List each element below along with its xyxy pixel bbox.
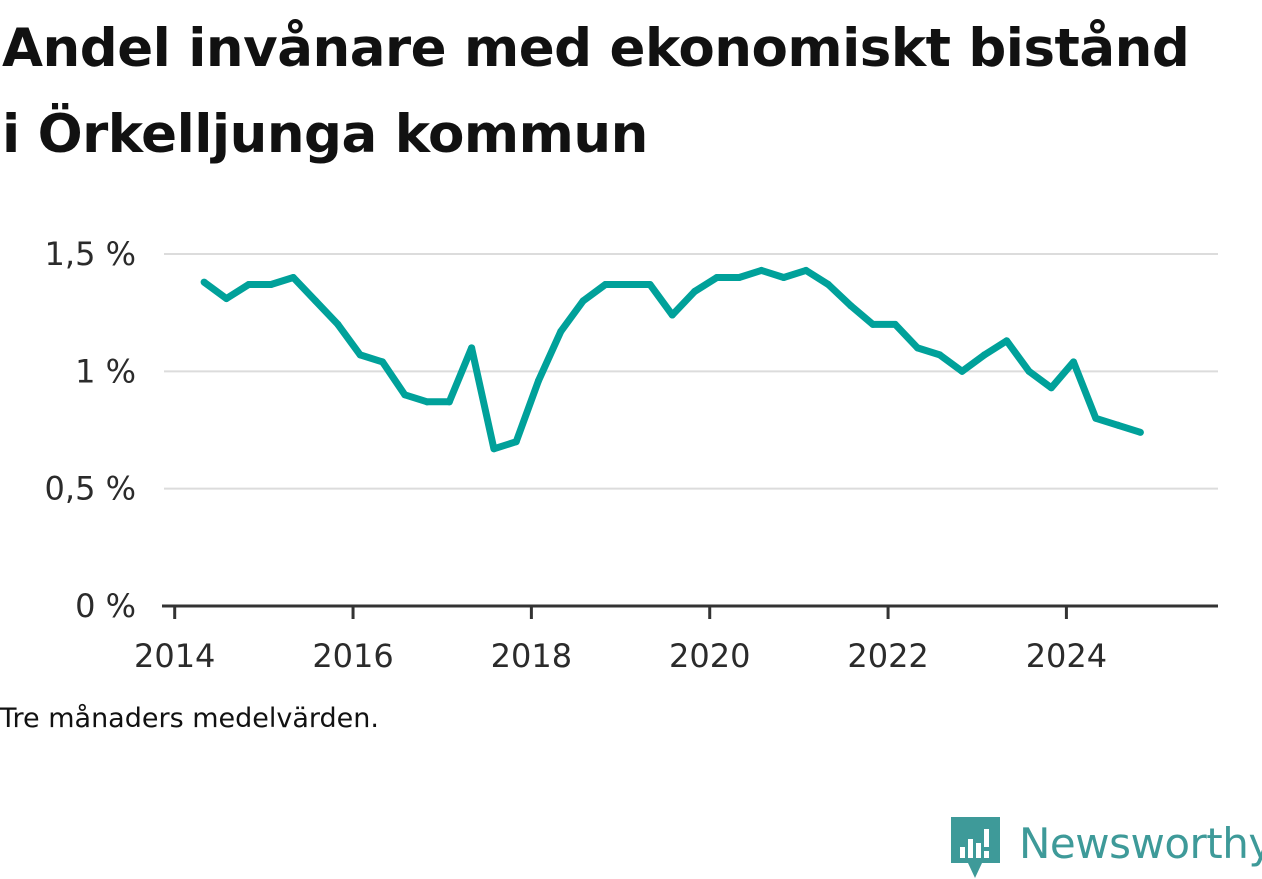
- data-point: [267, 281, 275, 289]
- data-point: [289, 273, 297, 281]
- data-point: [445, 398, 453, 406]
- line-chart: 0 % 0,5 % 1 % 1,5 % 2014 2016 2018 2020 2022 202…: [45, 235, 1218, 675]
- data-point: [1047, 384, 1055, 392]
- data-point: [222, 295, 230, 303]
- data-point: [423, 398, 431, 406]
- data-point: [936, 351, 944, 359]
- y-tick-label: 1,5 %: [45, 235, 136, 273]
- series-layer: [200, 266, 1144, 453]
- data-point: [512, 438, 520, 446]
- data-point: [847, 302, 855, 310]
- data-point: [200, 278, 208, 286]
- data-point: [869, 320, 877, 328]
- series-line: [202, 266, 1142, 453]
- data-point: [891, 320, 899, 328]
- x-tick-label: 2022: [847, 637, 928, 675]
- gridlines: [164, 253, 1218, 490]
- data-point: [1070, 358, 1078, 366]
- data-point: [378, 358, 386, 366]
- data-point: [468, 344, 476, 352]
- chart-title: Andel invånare med ekonomiskt bistånd i …: [2, 18, 1190, 165]
- y-tick-label: 1 %: [75, 352, 136, 390]
- data-point: [713, 273, 721, 281]
- data-point: [624, 281, 632, 289]
- data-point: [535, 377, 543, 385]
- data-point: [735, 273, 743, 281]
- y-tick-label: 0,5 %: [45, 470, 136, 508]
- newsworthy-logo-icon: [951, 817, 1000, 878]
- x-tick-label: 2016: [312, 637, 393, 675]
- data-point: [646, 281, 654, 289]
- data-point: [668, 311, 676, 319]
- brand-name: Newsworthy: [1019, 819, 1262, 868]
- data-point: [1003, 337, 1011, 345]
- x-tick-label: 2024: [1026, 637, 1107, 675]
- data-point: [557, 327, 565, 335]
- data-point: [334, 320, 342, 328]
- x-tick-label: 2014: [134, 637, 215, 675]
- data-point: [802, 266, 810, 274]
- x-tick-label: 2020: [669, 637, 750, 675]
- data-point: [579, 297, 587, 305]
- data-point: [356, 351, 364, 359]
- data-point: [757, 266, 765, 274]
- newsworthy-brand: Newsworthy: [951, 817, 1262, 879]
- data-point: [601, 281, 609, 289]
- data-point: [824, 281, 832, 289]
- y-tick-label: 0 %: [75, 587, 136, 625]
- data-point: [245, 281, 253, 289]
- x-axis: 2014 2016 2018 2020 2022 2024: [134, 604, 1218, 675]
- data-point: [780, 273, 788, 281]
- data-point: [1025, 367, 1033, 375]
- data-point: [1114, 421, 1122, 429]
- data-point: [691, 288, 699, 296]
- data-point: [490, 445, 498, 453]
- data-point: [401, 391, 409, 399]
- data-point: [913, 344, 921, 352]
- x-tick-label: 2018: [491, 637, 572, 675]
- y-axis-tick-labels: 0 % 0,5 % 1 % 1,5 %: [45, 235, 136, 625]
- chart-note: Tre månaders medelvärden.: [0, 703, 379, 734]
- data-point: [1092, 414, 1100, 422]
- data-point: [980, 351, 988, 359]
- data-point: [1136, 428, 1144, 436]
- data-point: [958, 367, 966, 375]
- data-point: [312, 297, 320, 305]
